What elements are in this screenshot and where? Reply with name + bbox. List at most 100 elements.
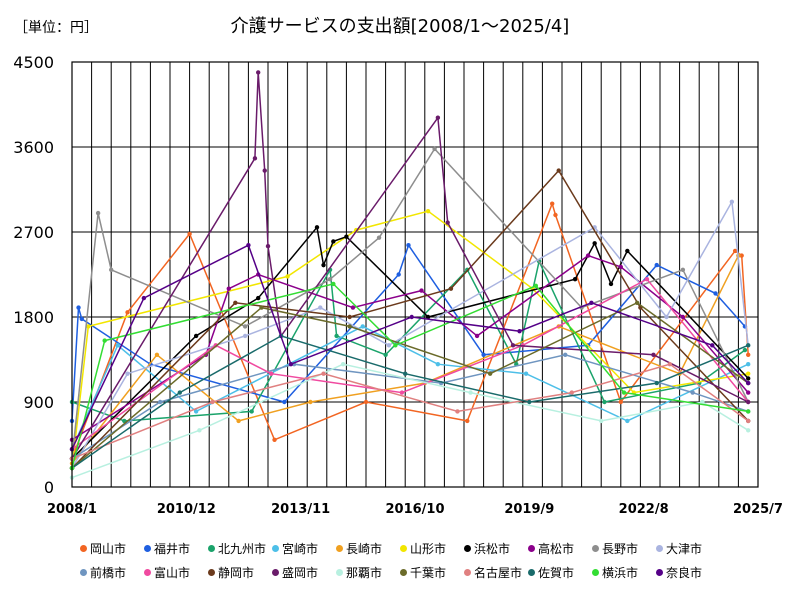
series-point	[419, 288, 424, 293]
y-tick-label: 3600	[13, 138, 54, 157]
series-point	[285, 274, 290, 279]
series-point	[533, 283, 539, 289]
y-tick-label: 900	[23, 393, 54, 412]
series-point	[746, 428, 751, 433]
legend-item: 福井市	[144, 540, 208, 557]
series-point	[487, 371, 493, 376]
legend-label: 宮崎市	[282, 542, 319, 556]
series-point	[592, 241, 597, 246]
series-point	[510, 343, 516, 348]
series-line-3	[71, 258, 746, 422]
legend-label: 奈良市	[666, 566, 703, 580]
series-point	[625, 418, 630, 424]
series-point	[360, 324, 365, 329]
series-point	[327, 277, 333, 282]
series-point	[102, 338, 107, 343]
series-point	[664, 314, 669, 320]
legend-item: 長野市	[592, 540, 656, 557]
series-point	[710, 343, 715, 348]
series-point	[732, 248, 738, 254]
series-line-16	[71, 301, 749, 469]
series-point	[79, 316, 85, 322]
legend-marker	[592, 569, 599, 576]
chart-title: 介護サービスの支出額[2008/1～2025/4]	[230, 16, 570, 37]
legend-label: 盛岡市	[282, 566, 319, 580]
series-point	[396, 272, 401, 277]
series-point	[680, 314, 686, 320]
legend-item: 盛岡市	[272, 564, 336, 581]
series-point	[746, 409, 751, 414]
legend-item: 岡山市	[80, 540, 144, 557]
series-point	[746, 362, 751, 367]
series-point	[700, 399, 705, 405]
series-point	[236, 418, 241, 424]
series-point	[517, 328, 522, 334]
legend-marker	[400, 569, 407, 576]
series-point	[599, 418, 604, 424]
series-point	[386, 343, 392, 348]
y-tick-label: 0	[44, 478, 54, 497]
series-point	[109, 267, 114, 272]
series-point	[256, 295, 261, 301]
series-point	[563, 352, 568, 357]
series-point	[187, 231, 192, 237]
series-point	[608, 281, 614, 287]
series-point	[233, 300, 238, 306]
legend-item: 高松市	[528, 540, 592, 557]
series-point	[282, 399, 287, 405]
series-point	[523, 371, 529, 376]
series-point	[344, 234, 349, 239]
series-point	[242, 333, 248, 339]
series-point	[95, 210, 101, 216]
legend-marker	[208, 569, 215, 576]
legend-label: 那覇市	[346, 566, 383, 580]
legend-item: 富山市	[144, 564, 208, 581]
series-point	[729, 199, 735, 204]
legend-label: 前橋市	[90, 566, 127, 580]
series-point	[272, 437, 277, 442]
series-point	[86, 324, 91, 329]
series-line-1	[71, 201, 749, 459]
series-point	[746, 380, 751, 386]
series-point	[654, 380, 659, 386]
series-point	[690, 390, 695, 395]
series-point	[265, 243, 271, 249]
series-point	[331, 281, 336, 287]
series-point	[308, 399, 313, 405]
series-line-4	[71, 325, 749, 450]
legend-item: 奈良市	[656, 564, 720, 581]
series-point	[115, 343, 120, 348]
legend-label: 浜松市	[474, 542, 511, 556]
series-point	[193, 333, 199, 339]
series-point	[141, 295, 147, 301]
series-line-10	[71, 199, 749, 469]
series-point	[76, 305, 81, 310]
series-point	[713, 291, 718, 296]
legend-marker	[464, 569, 471, 576]
series-point	[746, 343, 751, 348]
series-point	[739, 253, 744, 258]
series-point	[249, 409, 254, 414]
series-point	[125, 371, 130, 376]
series-point	[158, 399, 163, 405]
y-tick-label: 4500	[13, 53, 54, 72]
legend-label: 富山市	[154, 566, 191, 580]
series-point	[193, 409, 199, 414]
x-tick-label: 2025/7	[733, 502, 783, 517]
series-point	[468, 390, 473, 395]
legend-item: 宮崎市	[272, 540, 336, 557]
legend-marker	[656, 545, 663, 552]
series-point	[527, 399, 532, 405]
series-point	[618, 264, 623, 270]
x-tick-label: 2008/1	[47, 502, 97, 517]
series-point	[334, 333, 339, 339]
series-point	[350, 305, 356, 310]
unit-label: ［単位：円］	[14, 20, 98, 36]
legend-marker	[144, 545, 151, 552]
series-point	[210, 399, 215, 405]
series-line-5	[71, 255, 740, 464]
series-point	[154, 352, 160, 357]
series-point	[556, 168, 561, 173]
